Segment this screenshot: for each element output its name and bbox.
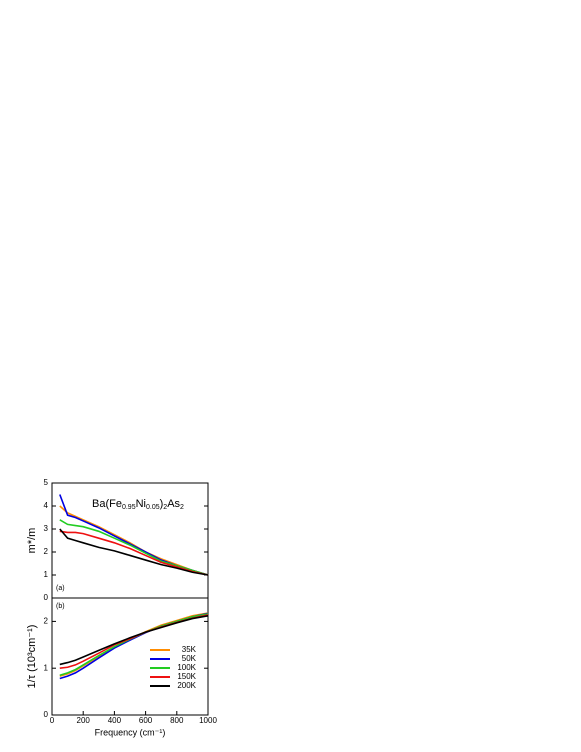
annotation-part: 2	[163, 504, 167, 511]
y-tick-label: 0	[44, 593, 49, 602]
x-tick-label: 800	[170, 716, 184, 725]
legend-label: 100K	[177, 663, 196, 672]
y-axis-label: 1/τ (10³cm⁻¹)	[26, 625, 38, 689]
y-tick-label: 1	[44, 570, 49, 579]
panel-label: (a)	[56, 585, 65, 592]
y-axis-label: m*/m	[26, 528, 38, 554]
series-line	[59, 505, 209, 576]
panel-label: (b)	[56, 603, 65, 610]
y-tick-label: 0	[44, 710, 49, 719]
annotation: Ba(Fe0.95Ni0.05)2As2	[92, 498, 184, 511]
y-tick-label: 2	[44, 547, 49, 556]
y-tick-label: 1	[44, 663, 49, 672]
series-line	[59, 528, 209, 576]
legend-label: 200K	[177, 681, 196, 690]
x-tick-label: 1000	[199, 716, 217, 725]
x-tick-label: 400	[108, 716, 122, 725]
annotation-part: 0.95	[122, 504, 136, 511]
x-tick-label: 0	[50, 716, 55, 725]
annotation-part: As	[167, 498, 180, 510]
annotation-part: 2	[180, 504, 184, 511]
annotation-part: Ni	[136, 498, 146, 510]
annotation-part: )	[160, 498, 164, 510]
y-tick-label: 4	[44, 501, 49, 510]
y-tick-label: 3	[44, 524, 49, 533]
annotation-part: 0.05	[146, 504, 160, 511]
series-line	[59, 530, 209, 576]
legend-label: 35K	[182, 645, 197, 654]
y-tick-label: 2	[44, 617, 49, 626]
legend-label: 150K	[177, 672, 196, 681]
plot-frame	[51, 597, 209, 716]
x-tick-label: 600	[139, 716, 153, 725]
series-line	[59, 614, 209, 666]
x-axis-label: Frequency (cm⁻¹)	[95, 727, 166, 737]
series-line	[59, 613, 209, 676]
series-line	[59, 519, 209, 576]
y-tick-label: 5	[44, 478, 49, 487]
annotation-part: Ba(Fe	[92, 498, 122, 510]
legend-label: 50K	[182, 654, 197, 663]
x-tick-label: 200	[77, 716, 91, 725]
